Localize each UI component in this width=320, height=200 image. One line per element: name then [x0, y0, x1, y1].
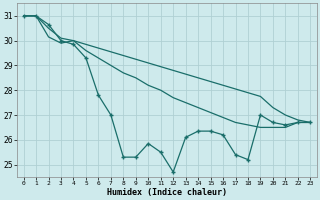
X-axis label: Humidex (Indice chaleur): Humidex (Indice chaleur) — [107, 188, 227, 197]
